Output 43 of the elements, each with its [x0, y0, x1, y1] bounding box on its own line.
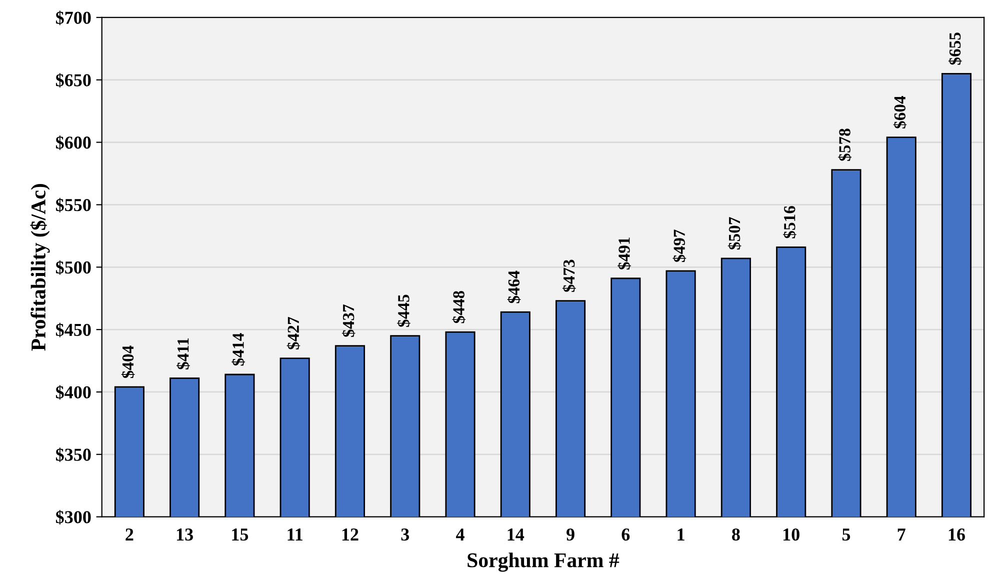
y-tick-label: $350 [56, 448, 91, 462]
data-label: $437 [342, 304, 356, 337]
x-tick-label: 12 [342, 528, 358, 540]
data-label: $655 [948, 32, 962, 65]
x-tick-label: 7 [898, 528, 906, 540]
data-label: $448 [452, 290, 466, 324]
data-label: $497 [672, 230, 686, 262]
data-label: $427 [286, 317, 300, 350]
x-tick-label: 11 [288, 528, 302, 540]
x-tick-label: 1 [678, 528, 684, 540]
data-label: $414 [232, 333, 245, 366]
data-label: $604 [893, 96, 907, 128]
y-tick-label: $700 [56, 10, 91, 26]
x-tick-label: 6 [622, 528, 630, 541]
x-tick-label: 2 [126, 528, 134, 540]
x-tick-label: 4 [456, 528, 464, 540]
data-label: $445 [397, 294, 410, 327]
y-tick-label: $450 [56, 322, 91, 338]
y-tick-label: $300 [56, 510, 91, 524]
y-axis-title: Profitability ($/Ac) [30, 184, 50, 351]
x-tick-label: 13 [176, 528, 193, 541]
x-tick-label: 15 [232, 528, 248, 541]
x-tick-label: 5 [842, 528, 850, 541]
data-label: $473 [562, 260, 576, 292]
x-tick-label: 8 [732, 528, 740, 541]
y-tick-label: $400 [56, 385, 91, 400]
x-tick-label: 10 [783, 528, 800, 541]
x-tick-label: 14 [508, 528, 524, 540]
x-tick-label: 3 [401, 528, 410, 541]
x-axis-title: Sorghum Farm # [468, 552, 620, 572]
x-tick-label: 9 [566, 528, 574, 541]
y-tick-label: $550 [56, 198, 91, 212]
y-tick-label: $650 [56, 73, 91, 88]
data-label: $491 [618, 238, 631, 270]
y-tick-label: $500 [56, 260, 91, 275]
data-label: $411 [176, 338, 190, 370]
x-tick-label: 16 [948, 528, 965, 541]
y-tick-label: $600 [56, 135, 91, 150]
data-label: $578 [838, 128, 852, 161]
data-label: $507 [728, 217, 742, 250]
data-label: $464 [507, 270, 521, 304]
data-label: $516 [783, 206, 796, 238]
data-label: $404 [121, 346, 135, 378]
